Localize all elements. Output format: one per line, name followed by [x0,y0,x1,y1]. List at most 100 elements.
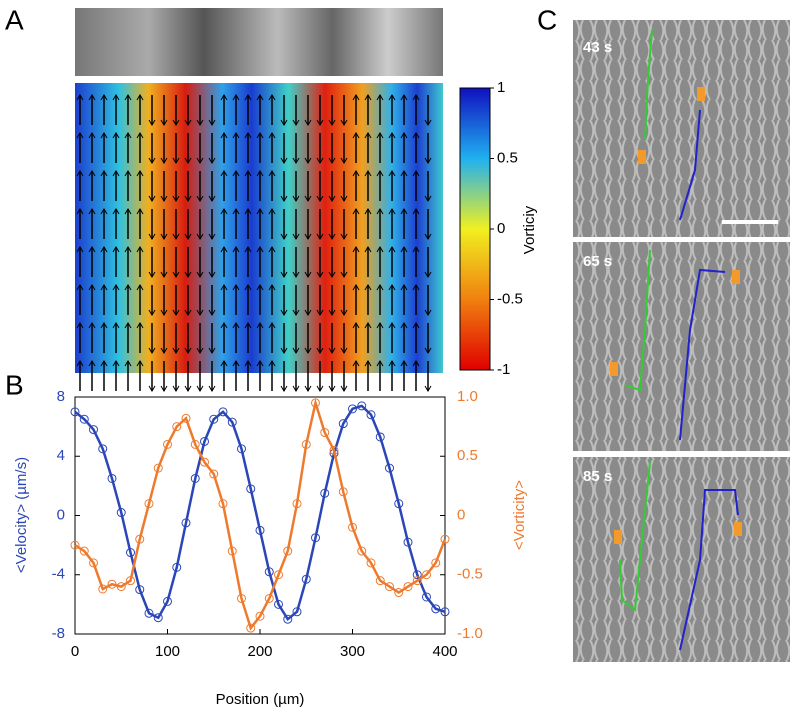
data-point [153,613,163,623]
arrow-head [304,271,312,278]
arrow-head [328,157,336,164]
arrow-head [352,94,360,101]
arrow-head [184,119,192,126]
data-point [274,570,283,580]
arrow-head [160,347,168,354]
data-point [348,404,357,414]
data-point [209,469,219,479]
arrow-head [88,246,96,253]
arrow-head [160,271,168,278]
arrow-head [112,284,120,291]
arrow-head [364,170,372,177]
data-point [70,540,80,550]
series-line [74,404,446,622]
data-point [227,546,237,556]
arrow-head [268,246,276,253]
data-point [181,518,191,528]
data-point [385,582,394,592]
time-label: 85 s [583,468,612,485]
arrow-head [112,170,120,177]
arrow-head [304,157,312,164]
data-point [320,488,330,498]
arrow-head [148,271,156,278]
arrow-head [424,385,432,392]
arrow-head [160,195,168,202]
data-point [144,499,154,509]
colorbar-tick-label: -1 [497,361,510,378]
y-tick-label: 8 [57,388,65,405]
arrow-head [340,119,348,126]
arrow-head [316,195,324,202]
arrow-head [76,284,84,291]
data-point [375,576,385,586]
arrow-head [232,284,240,291]
data-point [283,546,293,556]
colorbar-tick-label: -0.5 [497,290,523,307]
y2-tick-label: -0.5 [457,566,483,583]
arrow-head [76,170,84,177]
data-point [135,534,145,544]
arrow-head [220,246,228,253]
data-point [107,473,117,483]
data-point [237,444,246,454]
arrow-head [220,170,228,177]
arrow-head [88,322,96,329]
arrow-head [148,195,156,202]
arrow-head [124,360,132,367]
data-point [440,607,450,617]
arrow-head [316,385,324,392]
arrow-head [268,132,276,139]
arrow-head [184,233,192,240]
arrow-head [232,94,240,101]
arrow-head [196,347,204,354]
arrow-head [196,195,204,202]
arrow-head [244,94,252,101]
colorbar-axis: 1 0.5 0 -0.5 -1 [490,79,523,378]
colorbar-tick-label: 0 [497,220,505,237]
data-point [394,588,404,598]
colorbar-tick-label: 0.5 [497,149,518,166]
arrow-head [400,94,408,101]
arrow-head [268,170,276,177]
data-point [200,436,209,446]
y-tick-label: 4 [57,447,65,464]
arrow-head [244,284,252,291]
y-tick-label: -8 [52,625,65,642]
arrow-head [232,170,240,177]
arrow-head [280,233,288,240]
arrow-head [256,360,264,367]
arrow-head [292,271,300,278]
y-tick-label: 0 [57,506,65,523]
arrow-head [172,195,180,202]
data-point [431,604,441,614]
y2-tick-label: -1.0 [457,625,483,642]
arrow-head [328,385,336,392]
arrow-head [208,309,216,316]
arrow-head [412,360,420,367]
data-point [301,574,311,584]
arrow-head [388,208,396,215]
arrow-head [88,94,96,101]
arrow-head [172,347,180,354]
arrow-head [280,271,288,278]
arrow-head [124,208,132,215]
arrow-head [256,246,264,253]
data-point [292,607,302,617]
arrow-head [244,246,252,253]
data-point [329,445,339,455]
arrow-head [412,132,420,139]
arrow-head [208,347,216,354]
arrow-head [424,233,432,240]
arrow-head [376,322,384,329]
arrow-head [280,119,288,126]
arrow-head [196,119,204,126]
arrow-head [280,347,288,354]
arrow-head [280,385,288,392]
x-tick-label: 400 [432,643,457,660]
data-point [153,463,163,473]
velocity-arrows [76,94,432,392]
microscopy-strip [75,8,443,76]
arrow-head [136,284,144,291]
x-tick-label: 0 [71,643,79,660]
